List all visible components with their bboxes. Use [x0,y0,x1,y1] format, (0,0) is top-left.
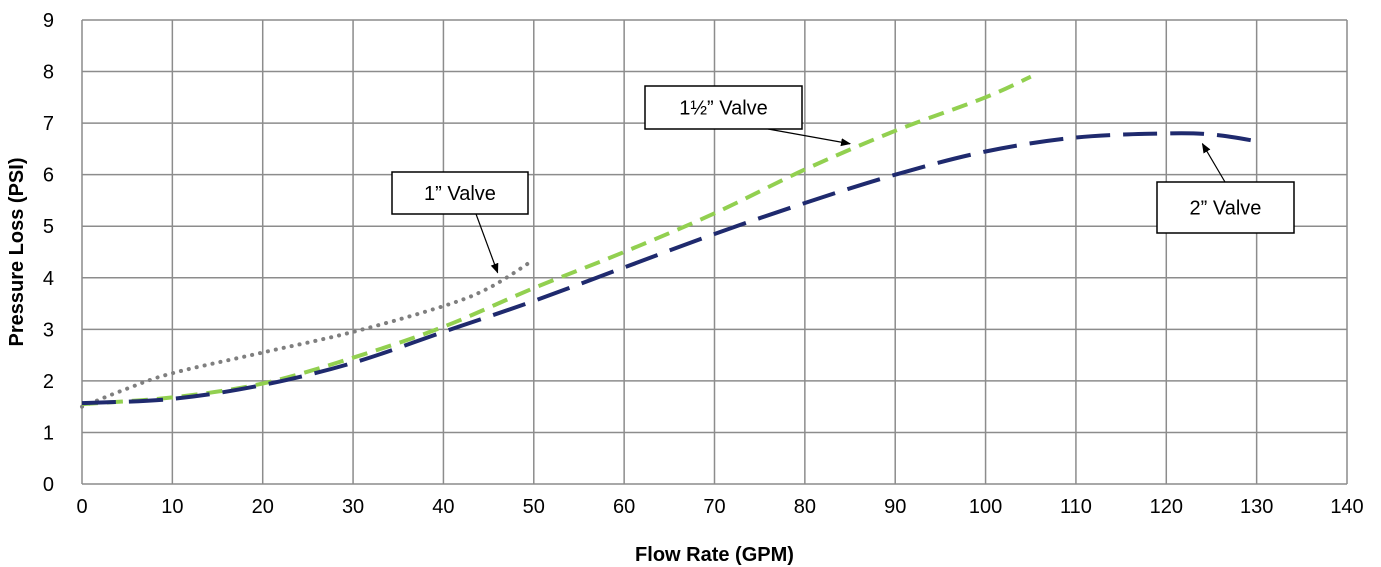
annotation-box [644,85,803,130]
y-tick-label: 0 [43,474,54,496]
annotations: 1” Valve 1½” Valve 2” Valve [391,85,1295,274]
y-tick-label: 7 [43,113,54,135]
x-axis-title: Flow Rate (GPM) [635,544,794,566]
y-tick-label: 3 [43,319,54,341]
y-tick-labels: 0 1 2 3 4 5 6 7 8 9 [43,10,54,496]
x-tick-labels: 0 10 20 30 40 50 60 70 80 90 100 110 120 130 140 [76,496,1363,518]
y-tick-label: 1 [43,422,54,444]
annotation-box [391,171,529,215]
y-tick-label: 9 [43,10,54,32]
x-tick-label: 20 [252,496,274,518]
series-lines [80,74,1257,409]
y-tick-label: 8 [43,62,54,84]
x-tick-label: 70 [703,496,725,518]
x-tick-label: 120 [1150,496,1183,518]
x-tick-label: 30 [342,496,364,518]
annotation-label: 2” Valve [1190,198,1262,220]
y-tick-label: 2 [43,371,54,393]
series-line-0 [80,257,536,409]
x-tick-label: 50 [523,496,545,518]
x-tick-label: 10 [161,496,183,518]
y-axis-title: Pressure Loss (PSI) [6,158,28,347]
x-tick-label: 100 [969,496,1002,518]
x-tick-label: 60 [613,496,635,518]
annotation-box [1156,181,1295,234]
x-tick-label: 140 [1330,496,1363,518]
x-tick-label: 0 [76,496,87,518]
annotation-label: 1” Valve [424,183,496,205]
annotation-1: 1½” Valve [644,85,852,147]
annotation-arrow [475,213,499,274]
grid [81,19,1348,485]
x-tick-label: 40 [432,496,454,518]
x-tick-label: 90 [884,496,906,518]
annotation-arrow [1201,142,1226,183]
y-tick-label: 4 [43,268,54,290]
y-tick-label: 5 [43,216,54,238]
series-line-1 [81,74,1032,407]
x-tick-label: 80 [794,496,816,518]
x-tick-label: 130 [1240,496,1273,518]
annotation-arrow [767,128,852,147]
series-line-2 [81,131,1257,406]
y-tick-label: 6 [43,165,54,187]
annotation-2: 2” Valve [1156,142,1295,234]
annotation-0: 1” Valve [391,171,529,274]
x-tick-label: 110 [1060,496,1092,518]
annotation-label: 1½” Valve [679,98,768,120]
